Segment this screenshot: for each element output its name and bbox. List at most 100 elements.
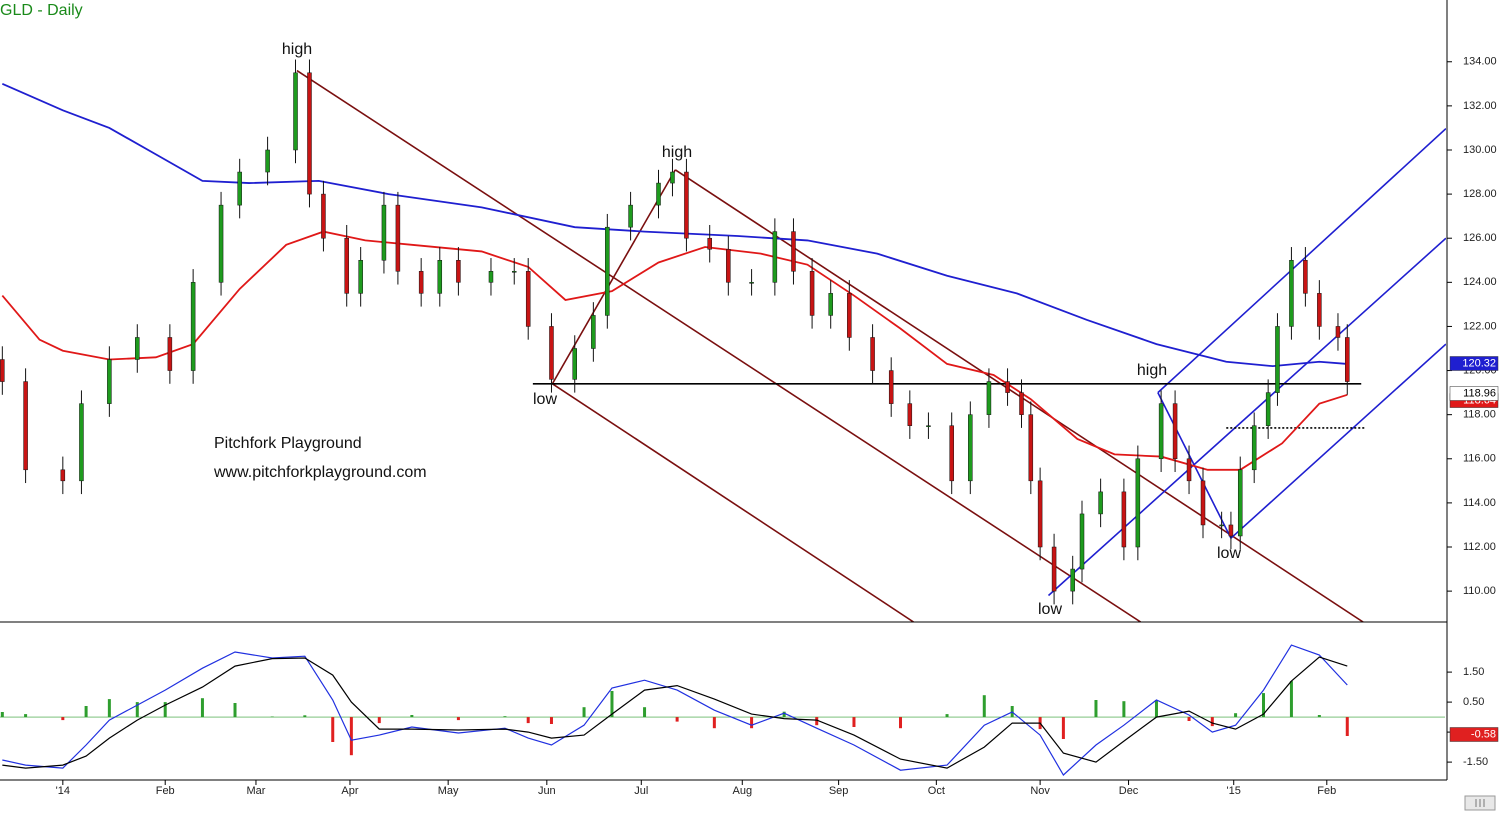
y-tick-label: 1.50 — [1463, 666, 1484, 678]
candle-body — [456, 260, 461, 283]
candle-body — [1005, 381, 1010, 393]
candle-body — [265, 149, 270, 173]
histogram-bar — [200, 698, 204, 718]
candle-body — [549, 326, 554, 380]
histogram-bar — [782, 711, 786, 718]
annotation: low — [1038, 601, 1062, 618]
candle-body — [572, 348, 577, 380]
histogram-bar — [982, 695, 986, 718]
candle-body — [828, 293, 833, 316]
candle-body — [1121, 491, 1127, 548]
candle-body — [809, 271, 815, 316]
candle-body — [1172, 403, 1178, 460]
candle-body — [707, 237, 712, 250]
candle-body — [968, 414, 973, 482]
candle-body — [190, 282, 196, 371]
histogram-bar — [1210, 717, 1214, 727]
price-pane — [0, 59, 1446, 622]
candle-body — [1019, 392, 1024, 415]
histogram-bar — [582, 707, 586, 718]
histogram-bar — [410, 715, 414, 718]
candle-body — [986, 381, 992, 415]
histogram-bar — [163, 702, 167, 718]
candle-body — [791, 231, 796, 272]
trend-line — [674, 169, 1364, 622]
candle-body — [395, 204, 401, 272]
histogram-bar — [1122, 701, 1126, 718]
last-value-box — [1449, 356, 1499, 371]
moving-average — [1, 230, 1348, 471]
y-tick-label: 114.00 — [1463, 497, 1496, 509]
candle-body — [870, 337, 875, 371]
candle-body — [1289, 260, 1294, 327]
annotation: high — [282, 41, 312, 58]
y-tick-label: 128.00 — [1463, 188, 1497, 200]
histogram-bar — [1234, 713, 1238, 718]
candle-body — [628, 204, 633, 228]
histogram-bar — [1345, 717, 1349, 736]
chart-title: GLD - Daily — [0, 2, 83, 19]
trend-line — [551, 383, 914, 622]
y-tick-label: 110.00 — [1463, 585, 1496, 597]
y-tick-label: 124.00 — [1463, 276, 1497, 288]
histogram-bar — [349, 717, 353, 756]
x-tick-label: May — [438, 785, 459, 797]
y-tick-label: 118.00 — [1463, 409, 1496, 421]
histogram-bar — [549, 717, 553, 724]
macd-pane — [0, 644, 1445, 776]
candle-body — [1028, 414, 1034, 482]
candle-body — [321, 193, 326, 239]
candle-body — [1237, 469, 1243, 537]
last-value-box — [1449, 727, 1499, 742]
y-tick-label: 116.00 — [1463, 453, 1496, 465]
x-tick-label: Jun — [538, 785, 556, 797]
candle-body — [23, 381, 28, 471]
annotation: low — [533, 391, 557, 408]
histogram-bar — [331, 717, 335, 742]
candle-body — [381, 204, 387, 261]
histogram-bar — [712, 717, 716, 729]
annotation: low — [1217, 545, 1241, 562]
histogram-bar — [675, 717, 679, 722]
candle-body — [888, 370, 894, 404]
x-tick-label: Feb — [1317, 785, 1336, 797]
x-tick-label: '14 — [56, 785, 70, 797]
candle-body — [488, 271, 494, 283]
histogram-bar — [270, 716, 274, 718]
candle-body — [1317, 293, 1322, 327]
candle-body — [293, 72, 298, 151]
histogram-bar — [899, 717, 903, 729]
candle-body — [670, 171, 675, 184]
candle-body — [1200, 480, 1206, 526]
macd-line — [2, 644, 1348, 776]
candle-body — [907, 403, 913, 426]
histogram-bar — [24, 714, 28, 718]
histogram-bar — [750, 717, 754, 729]
y-tick-label: 130.00 — [1463, 144, 1497, 156]
candle-body — [1228, 524, 1234, 537]
histogram-bar — [503, 716, 507, 718]
histogram-bar — [1289, 681, 1293, 718]
annotation: Pitchfork Playground — [214, 435, 362, 452]
y-tick-label: 134.00 — [1463, 56, 1497, 68]
candle-body — [0, 359, 5, 382]
histogram-bar — [815, 717, 819, 726]
histogram-bar — [526, 717, 530, 724]
candle-body — [307, 72, 312, 195]
candle-body — [358, 260, 363, 294]
candle-body — [1275, 326, 1280, 393]
last-value-label: 118.96 — [1463, 387, 1496, 399]
annotation: high — [1137, 362, 1167, 379]
candle-body — [684, 171, 689, 239]
histogram-bar — [377, 717, 381, 724]
scrollbar[interactable] — [1464, 795, 1496, 811]
candle-body — [1335, 326, 1341, 338]
y-tick-label: 126.00 — [1463, 232, 1497, 244]
histogram-bar — [0, 712, 4, 718]
y-tick-label: 132.00 — [1463, 100, 1497, 112]
candle-body — [1265, 392, 1271, 426]
x-tick-label: Nov — [1030, 785, 1050, 797]
x-tick-label: Jul — [634, 785, 648, 797]
candle-body — [1158, 403, 1164, 460]
